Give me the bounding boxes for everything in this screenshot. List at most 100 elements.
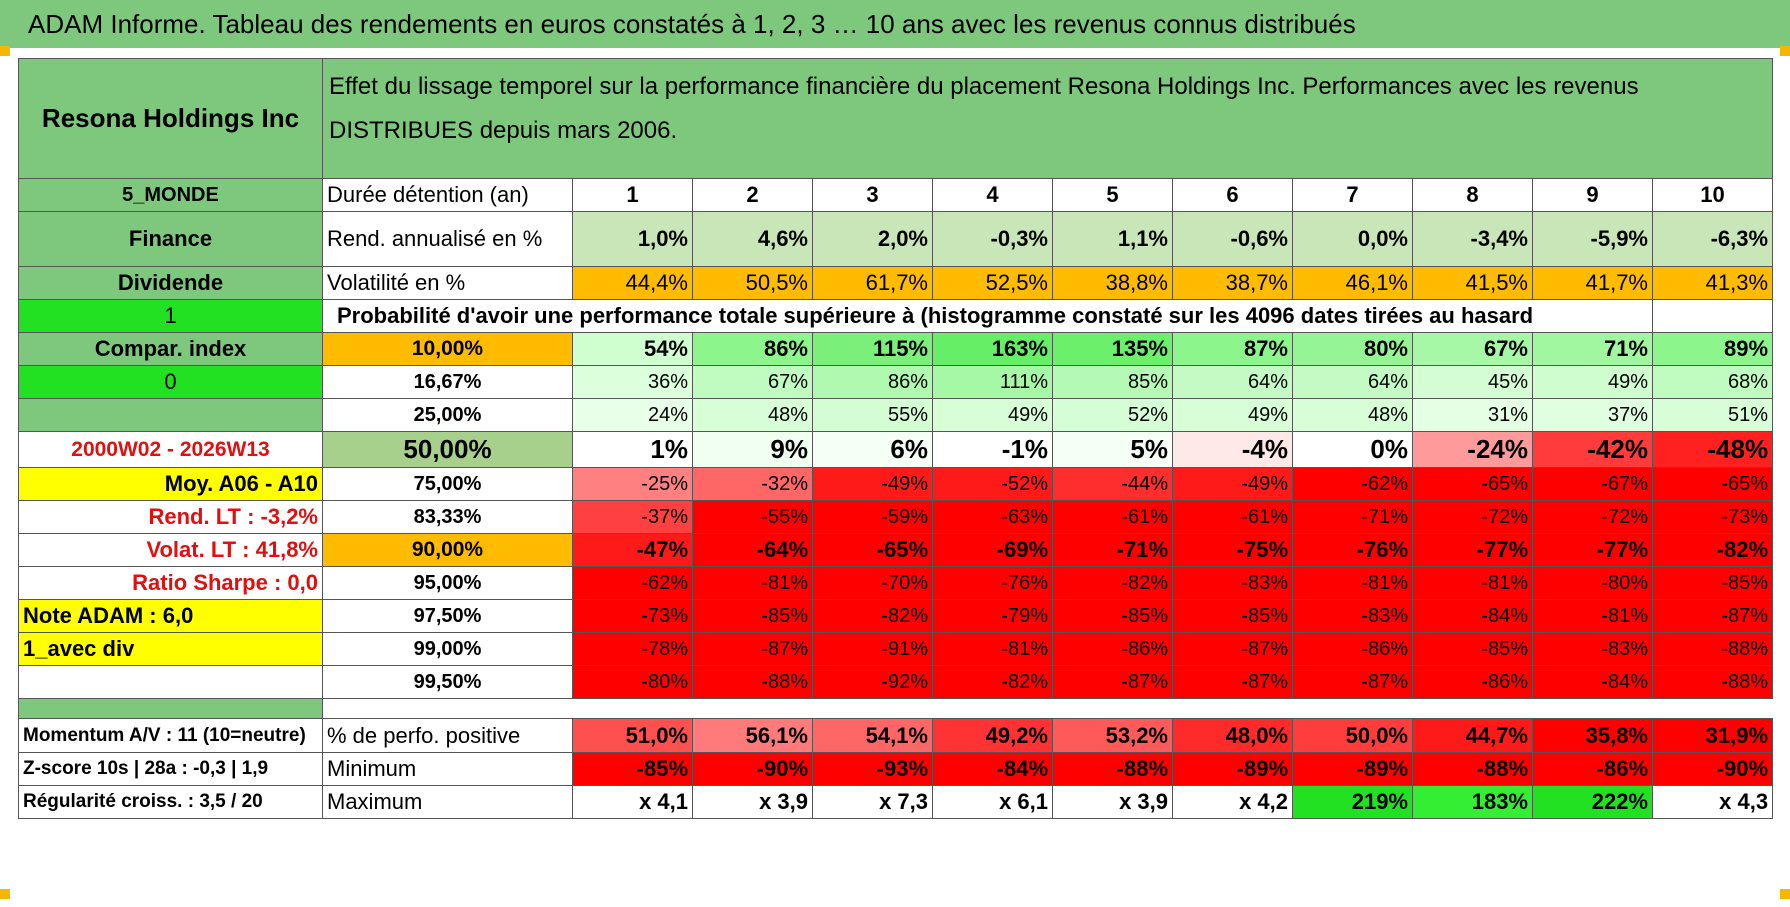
quantile-label: 83,33% [322, 500, 573, 534]
quantile-value: -52% [932, 467, 1053, 501]
min-value: -88% [1052, 752, 1173, 786]
flag-1: 1 [18, 299, 323, 333]
quantile-value: -59% [812, 500, 933, 534]
rend-value: -0,3% [932, 211, 1053, 267]
quantile-value: -85% [692, 599, 813, 633]
quantile-value: -87% [1172, 665, 1293, 699]
quantile-value: 67% [1412, 332, 1533, 366]
quantile-value: -84% [1532, 665, 1653, 699]
volat-value: 46,1% [1292, 266, 1413, 300]
avec-div-label: 1_avec div [18, 632, 323, 666]
quantile-row: 25,00% 24% 48% 55% 49% 52% 49% 48% 31% 37% 51% [18, 398, 1774, 432]
min-value: -85% [572, 752, 693, 786]
quantile-value: 6% [812, 431, 933, 468]
max-value: x 3,9 [1052, 785, 1173, 819]
empty-cell [1532, 299, 1653, 333]
note-adam-label: Note ADAM : 6,0 [18, 599, 323, 633]
quantile-value: -64% [692, 533, 813, 567]
min-value: -93% [812, 752, 933, 786]
quantile-label: 25,00% [322, 398, 573, 432]
quantile-value: 1% [572, 431, 693, 468]
empty-green-cell [18, 398, 323, 432]
volat-label: Volatilité en % [322, 266, 573, 300]
quantile-value: -75% [1172, 533, 1293, 567]
max-value: x 4,2 [1172, 785, 1293, 819]
quantile-label: 75,00% [322, 467, 573, 501]
quantile-value: -82% [1052, 566, 1173, 600]
quantile-value: -83% [1532, 632, 1653, 666]
quantile-value: -49% [1172, 467, 1293, 501]
quantile-value: -61% [1172, 500, 1293, 534]
rend-lt-label: Rend. LT : -3,2% [18, 500, 323, 534]
max-value: x 4,1 [572, 785, 693, 819]
period-label: 2000W02 - 2026W13 [18, 431, 323, 468]
quantile-value: -81% [1412, 566, 1533, 600]
description: Effet du lissage temporel sur la perform… [321, 58, 1774, 179]
quantile-value: -42% [1532, 431, 1653, 468]
pos-value: 48,0% [1172, 718, 1293, 753]
quantile-value: -62% [572, 566, 693, 600]
quantile-value: 31% [1412, 398, 1533, 432]
rend-value: -0,6% [1172, 211, 1293, 267]
quantile-value: -83% [1172, 566, 1293, 600]
quantile-value: 24% [572, 398, 693, 432]
quantile-value: 9% [692, 431, 813, 468]
min-value: -84% [932, 752, 1053, 786]
quantile-value: -49% [812, 467, 933, 501]
quantile-value: -48% [1651, 431, 1774, 468]
quantile-value: -85% [1052, 599, 1173, 633]
pos-value: 35,8% [1532, 718, 1653, 753]
quantile-value: 111% [932, 365, 1053, 399]
summary-row: Régularité croiss. : 3,5 / 20 Maximum x 4,… [18, 785, 1774, 819]
volat-value: 50,5% [692, 266, 813, 300]
quantile-value: 68% [1651, 365, 1774, 399]
quantile-value: 64% [1172, 365, 1293, 399]
rend-value: 0,0% [1292, 211, 1413, 267]
quantile-value: -87% [1651, 599, 1774, 633]
pos-value: 54,1% [812, 718, 933, 753]
quantile-value: -4% [1172, 431, 1293, 468]
quantile-value: -65% [812, 533, 933, 567]
quantile-value: -62% [1292, 467, 1413, 501]
volat-value: 52,5% [932, 266, 1053, 300]
volat-lt-label: Volat. LT : 41,8% [18, 533, 323, 567]
quantile-row: 99,50% -80% -88% -92% -82% -87% -87% -87% -86% -8… [18, 665, 1774, 699]
quantile-value: -72% [1532, 500, 1653, 534]
quantile-value: -77% [1532, 533, 1653, 567]
max-value: 222% [1532, 785, 1653, 819]
quantile-value: -85% [1172, 599, 1293, 633]
max-value: x 4,3 [1651, 785, 1774, 819]
quantile-label: 90,00% [322, 533, 573, 567]
empty-cell [1651, 299, 1774, 333]
rend-value: -6,3% [1651, 211, 1774, 267]
quantile-value: -78% [572, 632, 693, 666]
pos-value: 50,0% [1292, 718, 1413, 753]
rend-label: Rend. annualisé en % [322, 211, 573, 267]
quantile-value: -83% [1292, 599, 1413, 633]
quantile-value: -79% [932, 599, 1053, 633]
max-value: x 6,1 [932, 785, 1053, 819]
rend-value: 2,0% [812, 211, 933, 267]
quantile-row: Compar. index 10,00% 54% 86% 115% 163% 135% 87%… [18, 332, 1774, 366]
quantile-value: -25% [572, 467, 693, 501]
quantile-value: -63% [932, 500, 1053, 534]
duree-label: Durée détention (an) [322, 178, 573, 212]
quantile-value: 86% [692, 332, 813, 366]
volat-value: 44,4% [572, 266, 693, 300]
volat-value: 38,7% [1172, 266, 1293, 300]
quantile-value: -88% [1651, 665, 1774, 699]
year-header: 3 [812, 178, 933, 212]
quantile-value: 85% [1052, 365, 1173, 399]
quantile-value: -84% [1412, 599, 1533, 633]
quantile-value: -37% [572, 500, 693, 534]
quantile-value: 49% [1172, 398, 1293, 432]
quantile-value: -82% [1651, 533, 1774, 567]
quantile-value: 48% [692, 398, 813, 432]
quantile-value: -73% [572, 599, 693, 633]
quantile-value: -69% [932, 533, 1053, 567]
max-value: 219% [1292, 785, 1413, 819]
quantile-row: Moy. A06 - A10 75,00% -25% -32% -49% -52% -44%… [18, 467, 1774, 501]
quantile-value: 55% [812, 398, 933, 432]
moy-label: Moy. A06 - A10 [18, 467, 323, 501]
quantile-value: 54% [572, 332, 693, 366]
